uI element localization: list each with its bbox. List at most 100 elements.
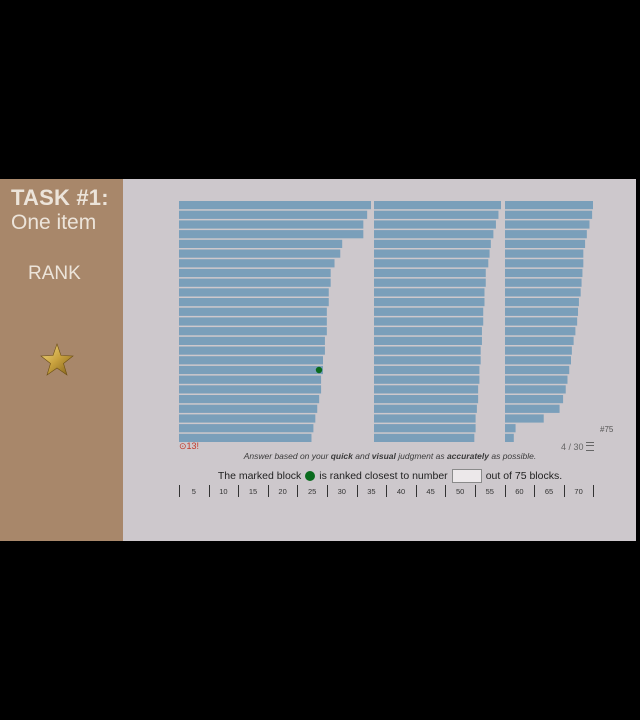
bar-block: [374, 249, 490, 258]
bar-block: [374, 298, 485, 307]
bar-block: [179, 249, 341, 258]
bar-block: [374, 424, 476, 433]
bar-block: [374, 201, 501, 210]
bar-block: [179, 220, 364, 229]
scale-label: 15: [248, 487, 258, 496]
bar-chart: #75: [179, 201, 614, 442]
bar-block: [179, 201, 371, 210]
rank-answer-input[interactable]: [451, 469, 482, 483]
scale-tick: [445, 485, 447, 497]
bar-block: [505, 201, 593, 210]
task-title: TASK #1:: [11, 185, 109, 210]
scale-tick: [297, 485, 299, 497]
scale-label: 70: [574, 487, 583, 496]
bar-block: [505, 268, 583, 278]
timer: ⊙13!: [179, 441, 200, 451]
bar-block: [505, 230, 587, 239]
bar-block: [505, 288, 581, 297]
task-subtitle: One item: [11, 211, 97, 234]
scale-label: 40: [396, 487, 406, 496]
bar-block: [505, 278, 582, 287]
instruction-text: Answer based on your quick and visual ju…: [180, 451, 600, 461]
bar-block: [505, 249, 584, 258]
scale-label: 55: [485, 487, 494, 496]
bar-block: [374, 414, 476, 423]
bar-block: [505, 385, 566, 394]
marked-dot-icon: [305, 471, 316, 481]
bar-block: [179, 365, 323, 375]
bar-block: [505, 307, 579, 316]
bar-block: [179, 356, 323, 365]
rank-scale: 5 10 15 20 25 30 35 40 45 50 55 60 65 70: [177, 484, 597, 500]
scale-label: 25: [308, 487, 317, 496]
bar-block: [374, 288, 485, 297]
bar-block: [505, 336, 574, 345]
scale-tick: [475, 485, 476, 497]
scale-tick: [386, 485, 388, 497]
bar-block: [374, 307, 484, 316]
bar-block: [374, 433, 475, 442]
bar-block: [505, 317, 578, 326]
scale-label: 45: [426, 487, 435, 496]
bar-block: [374, 404, 477, 413]
bar-block: [505, 259, 584, 268]
instr-mid2: judgment as: [395, 451, 447, 461]
bar-block: [505, 365, 570, 375]
scale-label: 10: [219, 487, 228, 496]
bar-block: [179, 230, 364, 239]
scale-label: 20: [278, 487, 287, 496]
scale-label: 35: [367, 487, 376, 496]
instr-accurately: accurately: [446, 451, 489, 461]
scale-label: 50: [456, 487, 465, 496]
scale-label: 65: [544, 487, 554, 496]
bar-block: [505, 327, 576, 336]
bar-block: [179, 288, 329, 297]
question-before: The marked block: [217, 470, 302, 482]
bar-block: [179, 375, 322, 384]
bar-block: [374, 327, 482, 336]
scale-label: 60: [515, 487, 524, 496]
question-after: out of 75 blocks.: [485, 470, 563, 482]
question-middle: is ranked closest to number: [319, 470, 448, 482]
bar-block: [179, 414, 316, 423]
scale-tick: [208, 485, 210, 497]
scale-tick: [563, 485, 565, 497]
bar-block: [179, 278, 331, 287]
bar-block: [179, 317, 327, 326]
scale-label: 5: [191, 487, 196, 496]
bar-block: [179, 404, 318, 413]
bar-block: [374, 278, 486, 287]
scale-tick: [415, 485, 417, 497]
bar-block: [179, 424, 314, 433]
scale-tick: [356, 485, 358, 497]
bar-block: [374, 259, 489, 268]
bar-block: [374, 239, 491, 248]
list-icon[interactable]: [585, 442, 594, 451]
bar-block: [505, 239, 586, 248]
bar-block: [374, 385, 479, 394]
bar-block: [374, 336, 482, 345]
bar-block: [179, 336, 325, 345]
rank-label: RANK: [28, 263, 81, 284]
bar-block: [505, 356, 571, 365]
bar-block: [179, 298, 329, 307]
bar-block: [505, 298, 579, 307]
bar-block: [374, 375, 480, 384]
scale-tick: [504, 485, 506, 497]
last-block-label: #75: [600, 425, 614, 434]
bar-block: [505, 404, 560, 413]
bar-block: [374, 230, 494, 239]
bar-block: [374, 210, 499, 219]
instr-quick: quick: [330, 451, 353, 461]
scale-tick: [238, 485, 240, 497]
bar-block: [374, 346, 481, 355]
scale-tick: [179, 485, 180, 497]
slide: TASK #1: One item RANK #75 ⊙13! 4 / 30 A…: [0, 179, 636, 541]
bar-block: [179, 433, 312, 442]
bar-block: [505, 424, 516, 433]
bar-block: [179, 210, 368, 219]
bar-block: [505, 433, 514, 442]
bar-block: [374, 356, 481, 365]
instr-visual: visual: [371, 451, 396, 461]
scale-tick: [534, 485, 536, 497]
